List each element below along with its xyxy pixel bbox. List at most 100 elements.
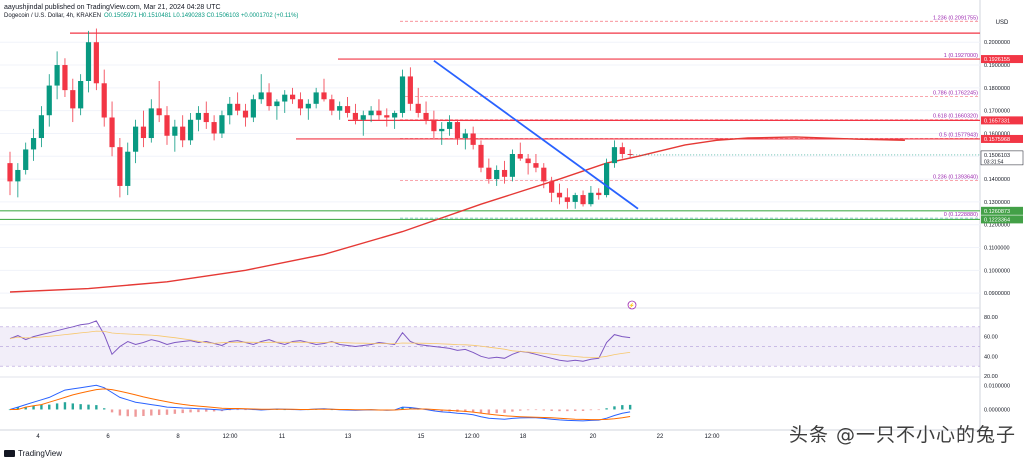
candle-body (486, 167, 492, 180)
rsi-band (0, 326, 980, 367)
candle-body (392, 112, 398, 118)
fib-level-label: 1 (0.1927000) (944, 53, 978, 59)
macd-histogram-bar (212, 409, 216, 412)
candle-body (140, 126, 147, 139)
candle-body (439, 128, 445, 132)
price-label-bg (981, 134, 1023, 143)
macd-histogram-bar (542, 409, 545, 411)
macd-histogram-bar (534, 409, 538, 411)
ohlc-high: H0.1510481 (138, 13, 172, 19)
candle-body (431, 119, 437, 132)
rsi-tick-label: 80.00 (984, 315, 998, 321)
macd-histogram-bar (628, 404, 632, 410)
macd-histogram-bar (16, 407, 20, 410)
candle-body (501, 169, 508, 177)
time-tick-label: 12:00 (704, 434, 720, 440)
rsi-tick-label: 60.00 (984, 335, 998, 341)
macd-histogram-bar (244, 409, 247, 411)
candle-body (337, 106, 343, 111)
macd-histogram-bar (236, 409, 239, 411)
candle-body (274, 101, 280, 107)
candle-body (462, 133, 468, 139)
fib-level-label: 0.618 (0.1660320) (933, 114, 978, 120)
tradingview-icon (4, 450, 15, 457)
time-tick-label: 12:00 (464, 434, 480, 440)
last-price-countdown: 03:31:54 (984, 159, 1004, 165)
macd-histogram-bar (613, 406, 616, 410)
candle-body (368, 110, 374, 116)
price-tick-label: 0.0900000 (984, 291, 1010, 297)
macd-histogram-bar (126, 409, 129, 417)
price-tick-label: 0.1400000 (984, 177, 1010, 183)
candle-body (62, 65, 68, 91)
macd-histogram-bar (71, 403, 74, 410)
fib-level-label: 0 (0.1228880) (944, 212, 978, 218)
price-label: 0.1575968 (984, 137, 1010, 143)
candle-body (572, 195, 578, 202)
candle-body (235, 103, 241, 111)
macd-histogram-bar (519, 409, 522, 411)
price-tick-label: 0.1200000 (984, 223, 1010, 229)
candle-body (596, 192, 602, 196)
macd-signal-line (10, 388, 631, 421)
macd-histogram-bar (48, 404, 51, 410)
price-tick-label: 0.1600000 (984, 131, 1010, 137)
macd-histogram-bar (503, 409, 506, 413)
time-tick-label: 13 (345, 434, 352, 440)
macd-histogram-bar (471, 409, 475, 413)
candle-body (93, 42, 99, 84)
candle-body (588, 192, 594, 205)
macd-histogram-bar (574, 409, 577, 411)
candle-body (423, 112, 429, 120)
price-label: 0.1657331 (984, 118, 1010, 124)
ohlc-open: O0.1505971 (104, 13, 138, 19)
candle-body (305, 103, 311, 109)
macd-histogram-bar (526, 409, 530, 411)
price-label: 0.1223364 (984, 217, 1010, 223)
candle-body (101, 83, 107, 118)
macd-histogram-bar (558, 409, 561, 412)
candle-body (133, 126, 139, 152)
candle-body (611, 147, 618, 164)
candle-body (470, 133, 476, 145)
candle-body (533, 163, 539, 168)
time-tick-label: 4 (36, 434, 40, 440)
macd-histogram-bar (621, 405, 624, 410)
macd-histogram-bar (134, 409, 137, 417)
price-label-bg (981, 116, 1023, 125)
candle-body (454, 122, 461, 139)
ohlc-readout: O0.1505971 H0.1510481 L0.1490283 C0.1506… (104, 13, 298, 19)
macd-histogram-bar (487, 409, 491, 414)
moving-average-line (9, 136, 905, 293)
candle-body (290, 94, 296, 100)
price-tick-label: 0.2000000 (984, 40, 1010, 46)
macd-histogram-bar (228, 409, 231, 411)
macd-histogram-bar (165, 409, 169, 415)
price-label-bg (981, 206, 1023, 215)
macd-histogram-bar (189, 409, 192, 413)
currency-label: USD (996, 20, 1009, 26)
candle-body (384, 115, 390, 118)
macd-histogram-bar (87, 404, 90, 410)
candle-body (525, 158, 531, 164)
macd-histogram-bar (32, 405, 35, 410)
macd-histogram-bar (581, 409, 585, 411)
candle-body (54, 65, 60, 86)
tradingview-brand: TradingView (18, 449, 63, 458)
price-label-bg (981, 215, 1023, 224)
price-label: 0.1260873 (984, 209, 1010, 215)
price-tick-label: 0.1100000 (984, 246, 1010, 252)
candle-body (23, 149, 29, 170)
macd-histogram-bar (79, 404, 82, 410)
candle-body (313, 92, 319, 104)
candle-body (541, 167, 547, 182)
macd-histogram-bar (432, 409, 436, 411)
tradingview-logo[interactable]: TradingView (4, 449, 62, 458)
symbol-title: Dogecoin / U.S. Dollar, 4h, KRAKEN (4, 13, 102, 19)
macd-histogram-bar (24, 407, 27, 410)
macd-histogram-bar (566, 409, 569, 412)
candle-body (203, 112, 209, 123)
macd-histogram-bar (495, 409, 498, 414)
ohlc-low: L0.1490283 (173, 13, 205, 19)
